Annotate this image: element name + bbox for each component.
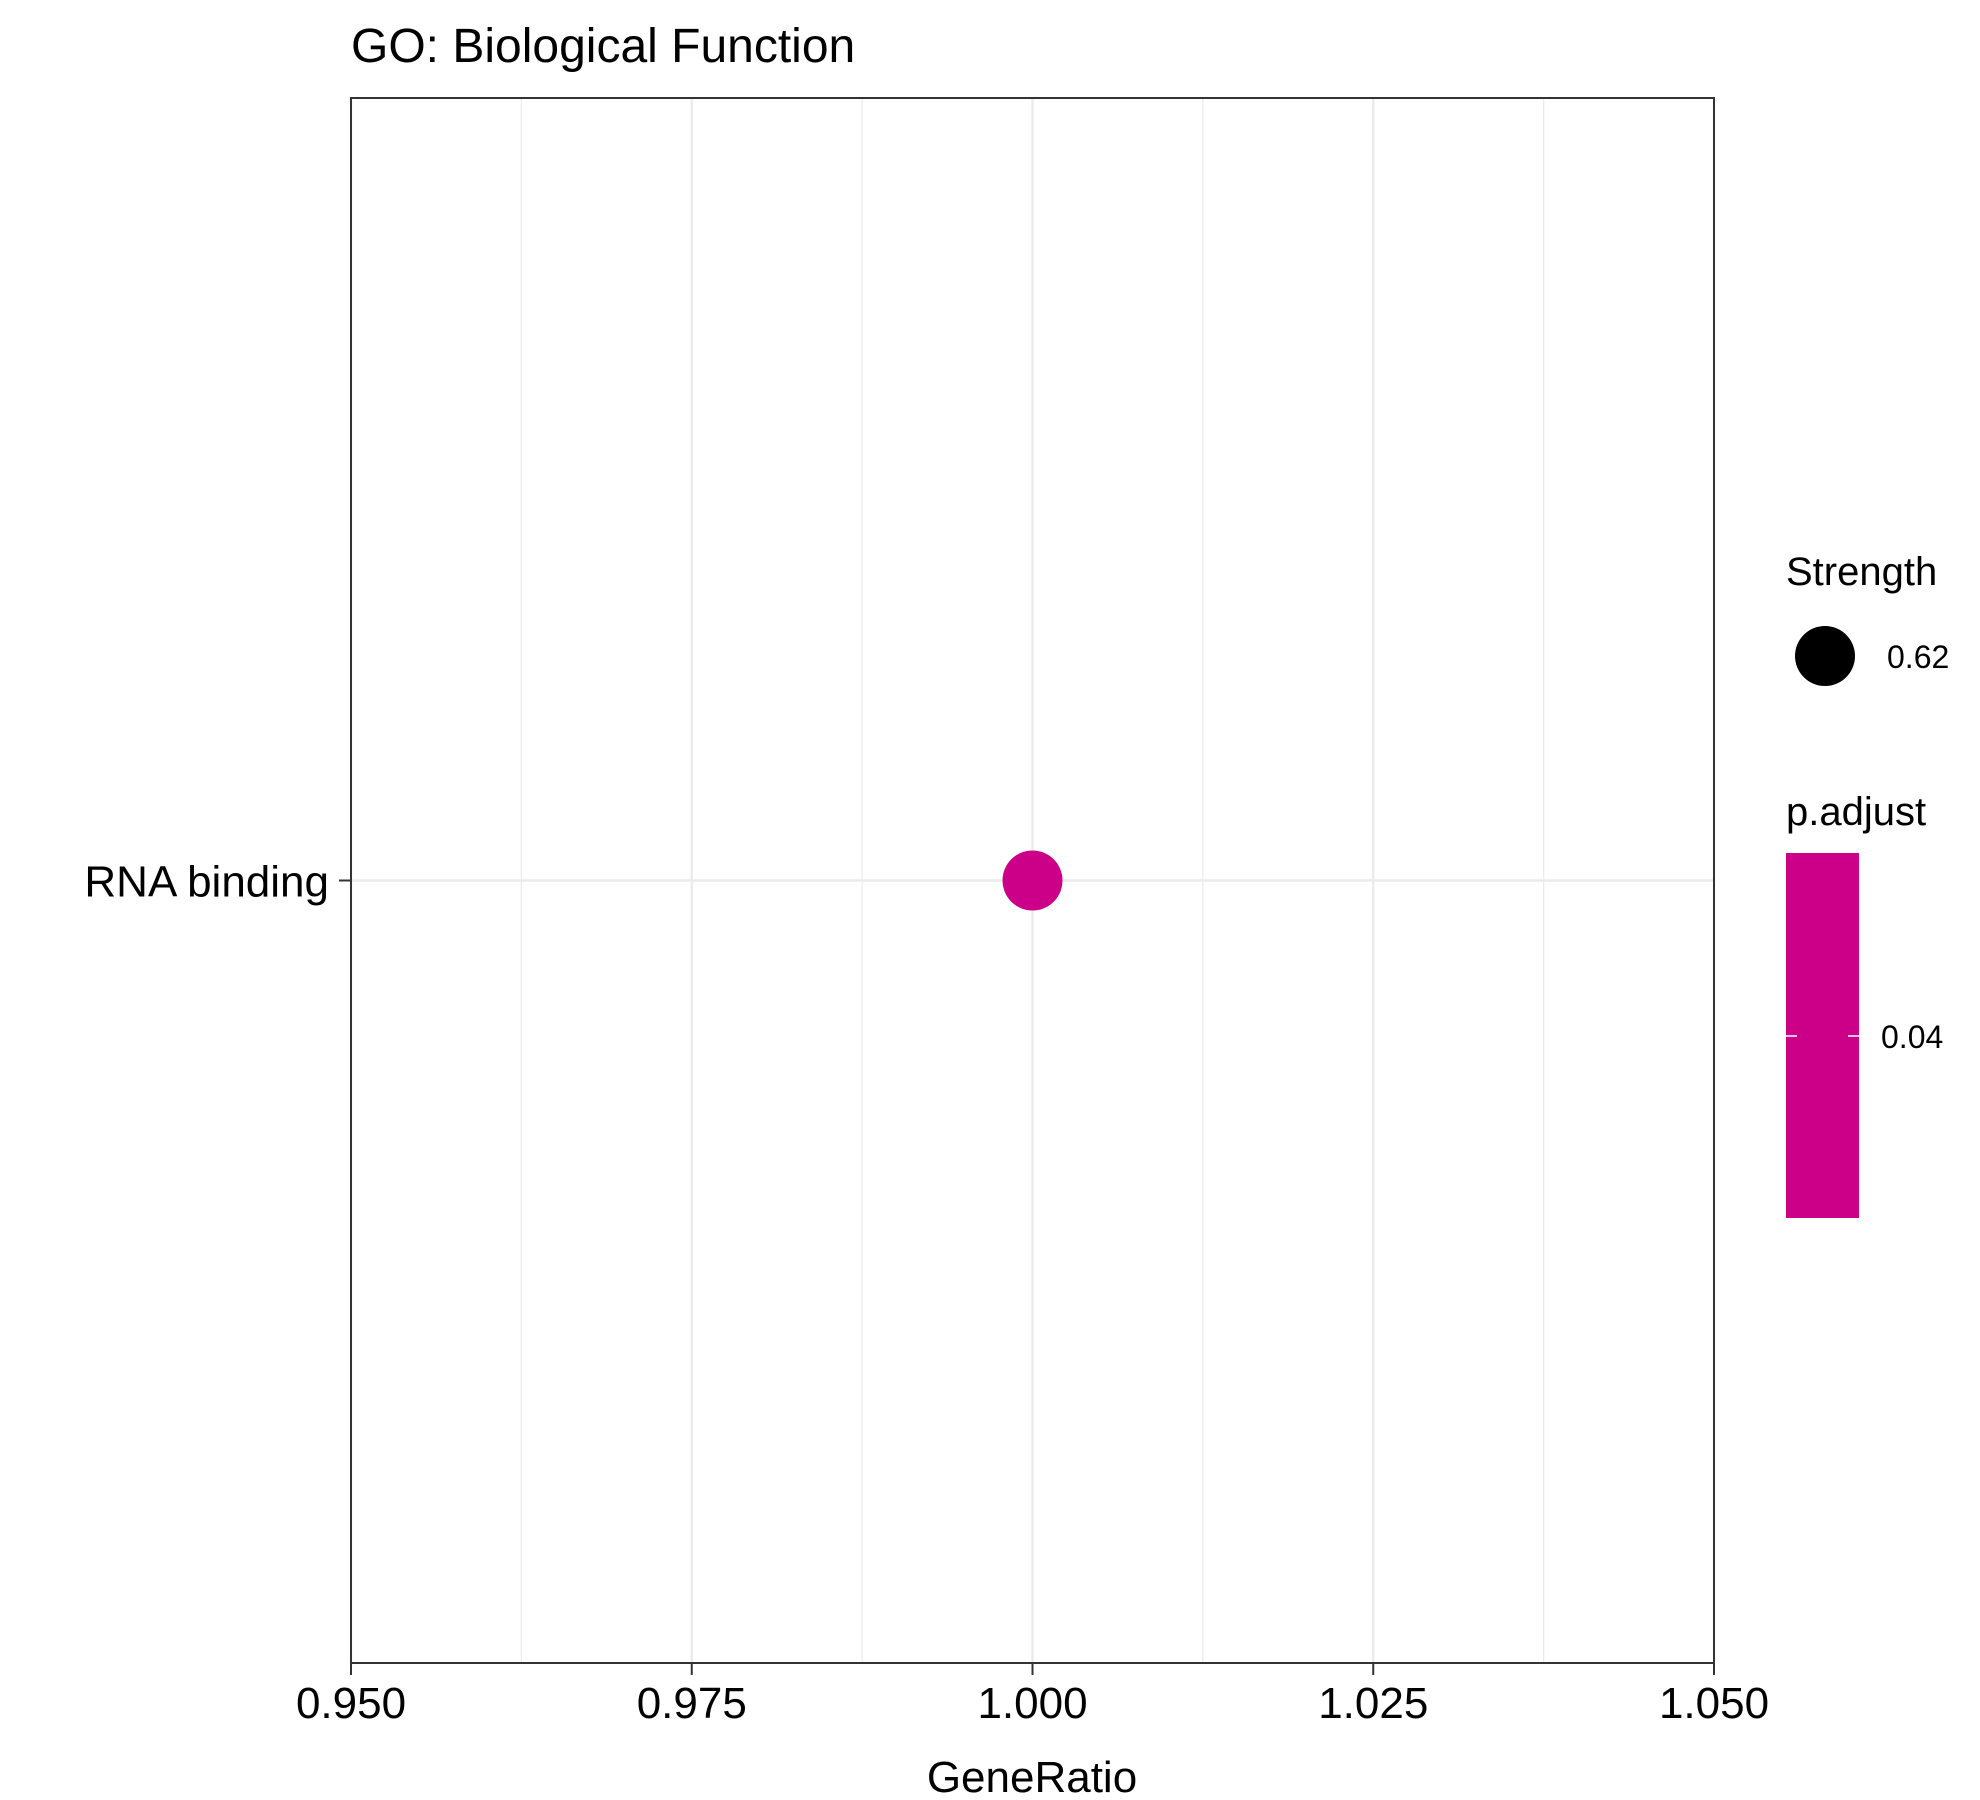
x-axis: 0.950 0.975 1.000 1.025 1.050 <box>296 1663 1769 1728</box>
legend-p-adjust: p.adjust 0.04 <box>1786 790 1943 1218</box>
x-tick-label: 0.975 <box>637 1679 747 1728</box>
x-tick-label: 0.950 <box>296 1679 406 1728</box>
x-tick-label: 1.025 <box>1318 1679 1428 1728</box>
chart-title: GO: Biological Function <box>351 20 855 73</box>
legend-strength-label: 0.62 <box>1887 639 1949 675</box>
plot-panel <box>349 97 1716 1664</box>
legend-strength-key <box>1795 626 1855 686</box>
legend-strength-title: Strength <box>1786 550 1937 594</box>
y-axis: RNA binding <box>84 858 351 907</box>
legend-p-adjust-title: p.adjust <box>1786 790 1926 834</box>
legend-p-adjust-label: 0.04 <box>1881 1019 1943 1055</box>
legend-colorbar <box>1786 853 1859 1218</box>
data-point <box>1002 850 1063 911</box>
x-tick-label: 1.050 <box>1659 1679 1769 1728</box>
data-points <box>1002 850 1063 911</box>
x-tick-label: 1.000 <box>977 1679 1087 1728</box>
y-tick-label: RNA binding <box>84 858 329 907</box>
x-axis-title: GeneRatio <box>927 1753 1137 1800</box>
legend-strength: Strength 0.62 <box>1786 550 1949 686</box>
